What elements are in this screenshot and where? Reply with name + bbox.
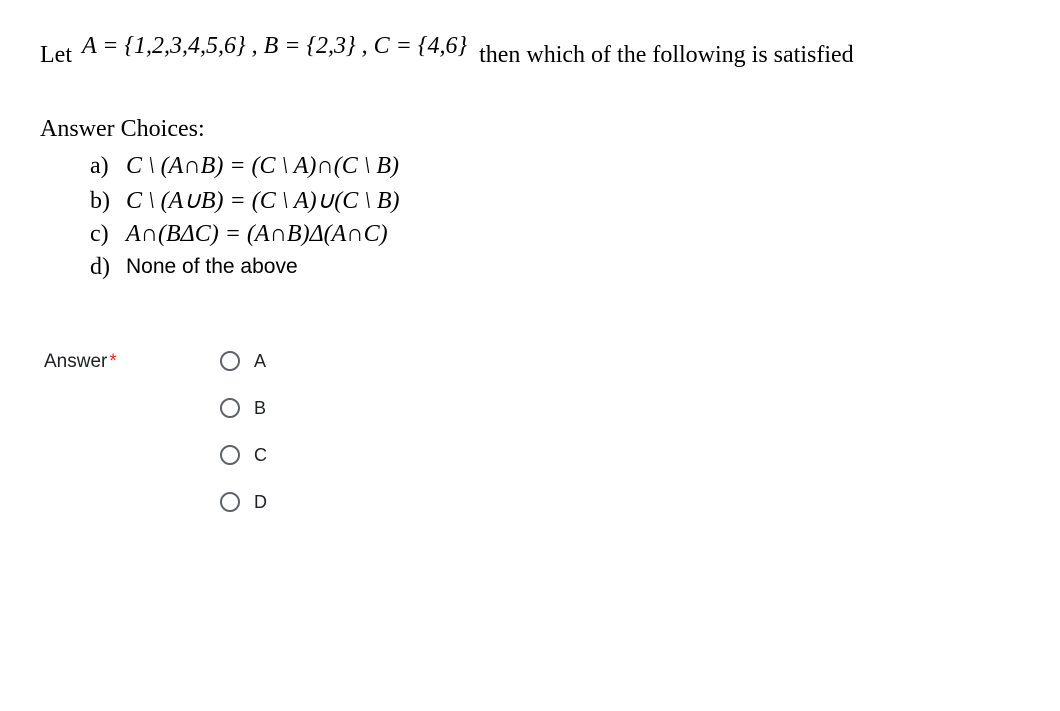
required-star: *: [109, 351, 116, 372]
radio-option-c[interactable]: C: [220, 445, 267, 466]
answer-section: Answer* A B C D: [40, 351, 1020, 513]
radio-circle-icon: [220, 351, 240, 371]
radio-label: D: [254, 492, 267, 513]
lead-word: Let: [40, 42, 72, 68]
answer-choices-heading: Answer Choices:: [40, 116, 1020, 143]
radio-circle-icon: [220, 445, 240, 465]
choice-letter: c): [90, 221, 126, 248]
radio-option-d[interactable]: D: [220, 492, 267, 513]
question-stem: Let A = {1,2,3,4,5,6} , B = {2,3} , C = …: [40, 36, 1020, 76]
sets-expression: A = {1,2,3,4,5,6} , B = {2,3} , C = {4,6…: [82, 27, 467, 65]
choice-letter: b): [90, 188, 126, 215]
radio-option-b[interactable]: B: [220, 398, 267, 419]
choice-row: a) C \ (A∩B) = (C \ A)∩(C \ B): [90, 153, 1020, 180]
choice-row: d) None of the above: [90, 254, 1020, 281]
choice-row: b) C \ (A∪B) = (C \ A)∪(C \ B): [90, 186, 1020, 215]
choice-formula: C \ (A∪B) = (C \ A)∪(C \ B): [126, 186, 400, 215]
radio-group: A B C D: [220, 351, 267, 513]
radio-label: A: [254, 351, 266, 372]
choice-letter: a): [90, 153, 126, 180]
radio-label: C: [254, 445, 267, 466]
trail-words: then which of the following is satisfied: [479, 42, 854, 68]
radio-circle-icon: [220, 398, 240, 418]
radio-circle-icon: [220, 492, 240, 512]
choice-letter: d): [90, 254, 126, 281]
radio-option-a[interactable]: A: [220, 351, 267, 372]
answer-label: Answer*: [40, 351, 220, 513]
answer-label-text: Answer: [44, 351, 107, 372]
choice-row: c) A∩(BΔC) = (A∩B)Δ(A∩C): [90, 221, 1020, 248]
choice-plain-text: None of the above: [126, 255, 298, 279]
choice-formula: C \ (A∩B) = (C \ A)∩(C \ B): [126, 153, 399, 180]
choices-list: a) C \ (A∩B) = (C \ A)∩(C \ B) b) C \ (A…: [40, 153, 1020, 281]
radio-label: B: [254, 398, 266, 419]
choice-formula: A∩(BΔC) = (A∩B)Δ(A∩C): [126, 221, 388, 248]
